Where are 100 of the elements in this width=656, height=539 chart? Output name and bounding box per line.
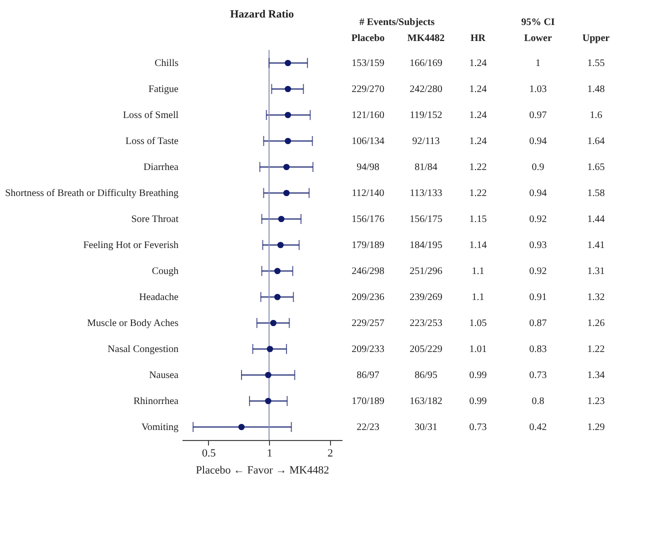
data-label: 1.05	[469, 318, 487, 329]
x-tick-label: 2	[328, 448, 334, 460]
text: 0.93	[529, 240, 547, 251]
text: 0.87	[529, 318, 547, 329]
point	[277, 242, 284, 248]
text: Upper	[582, 33, 610, 44]
text: 170/189	[352, 396, 384, 407]
text: 92/113	[412, 136, 440, 147]
text: 0.92	[529, 214, 547, 225]
text: 0.42	[529, 422, 547, 433]
point	[283, 190, 290, 196]
y-tick-label: Sore Throat	[131, 214, 179, 225]
text: 1.32	[587, 292, 605, 303]
data-label: 1.22	[469, 188, 487, 199]
text: 223/253	[410, 318, 442, 329]
text: 1.44	[587, 214, 605, 225]
text: 1.65	[587, 162, 605, 173]
text: 94/98	[356, 162, 380, 173]
text: 86/95	[414, 370, 438, 381]
data-label: 1.24	[469, 58, 487, 69]
text: 22/23	[356, 422, 380, 433]
point	[278, 216, 284, 222]
text: 119/152	[410, 110, 442, 121]
point	[274, 294, 281, 300]
text: # Events/Subjects	[359, 17, 435, 28]
text: 1.55	[587, 58, 605, 69]
point	[265, 398, 272, 404]
text: Lower	[524, 33, 552, 44]
data-label: 1.1	[472, 292, 484, 303]
text: 113/133	[410, 188, 442, 199]
text: 0.73	[529, 370, 547, 381]
data-label: 0.73	[469, 422, 487, 433]
text: 239/269	[410, 292, 442, 303]
data-label: 1.1	[472, 266, 484, 277]
text: 153/159	[352, 58, 384, 69]
text: 0.94	[529, 136, 547, 147]
x-tick-label: 1	[266, 448, 272, 460]
text: 0.8	[532, 396, 544, 407]
point	[284, 60, 292, 66]
text: 1.23	[587, 396, 605, 407]
y-tick-label: Headache	[139, 292, 180, 303]
data-label: 1.22	[469, 162, 487, 173]
data-label: 0.99	[469, 396, 487, 407]
text: HR	[470, 33, 486, 44]
text: 1.48	[587, 84, 605, 95]
y-tick-label: Nasal Congestion	[108, 344, 178, 355]
point	[283, 164, 290, 170]
text: 166/169	[410, 58, 442, 69]
text: MK4482	[407, 33, 445, 44]
y-tick-label: Rhinorrhea	[134, 396, 180, 407]
point	[270, 320, 276, 326]
point	[265, 372, 272, 378]
y-tick-label: Chills	[154, 58, 179, 69]
text: 229/257	[352, 318, 384, 329]
text: 1	[536, 58, 540, 69]
text: 1.6	[590, 110, 602, 121]
text: 163/182	[410, 396, 442, 407]
text: 242/280	[410, 84, 442, 95]
y-tick-label: Vomiting	[141, 422, 178, 433]
data-label: 1.01	[469, 344, 487, 355]
y-tick-label: Feeling Hot or Feverish	[83, 240, 178, 251]
text: 246/298	[352, 266, 384, 277]
text: 251/296	[410, 266, 442, 277]
point	[284, 138, 292, 144]
y-tick-label: Nausea	[149, 370, 180, 381]
x-axis-title: Placebo ← Favor → MK4482	[196, 464, 330, 476]
text: 209/233	[352, 344, 384, 355]
point	[284, 112, 292, 118]
text: 1.03	[529, 84, 547, 95]
data-label: 1.24	[469, 136, 487, 147]
data-label: 0.99	[469, 370, 487, 381]
text: 1.26	[587, 318, 605, 329]
x-tick-label: 0.5	[202, 448, 216, 460]
y-tick-label: Muscle or Body Aches	[87, 318, 179, 329]
text: 1.34	[587, 370, 605, 381]
text: 30/31	[414, 422, 438, 433]
text: 184/195	[410, 240, 442, 251]
text: 86/97	[356, 370, 380, 381]
y-tick-label: Loss of Taste	[126, 136, 180, 147]
text: 112/140	[352, 188, 384, 199]
chart-title: Hazard Ratio	[230, 8, 294, 20]
text: 121/160	[352, 110, 384, 121]
text: 106/134	[352, 136, 384, 147]
text: 81/84	[414, 162, 438, 173]
point	[274, 268, 281, 274]
text: 1.31	[587, 266, 605, 277]
text: 156/176	[352, 214, 384, 225]
text: 205/229	[410, 344, 442, 355]
text: 1.29	[587, 422, 605, 433]
text: Placebo	[351, 33, 385, 44]
text: 1.64	[587, 136, 605, 147]
data-label: 1.24	[469, 110, 487, 121]
text: 179/189	[352, 240, 384, 251]
point	[284, 86, 292, 92]
y-tick-label: Loss of Smell	[122, 110, 179, 121]
point	[266, 346, 274, 352]
text: 0.91	[529, 292, 547, 303]
y-tick-label: Diarrhea	[144, 162, 180, 173]
text: 209/236	[352, 292, 384, 303]
data-label: 1.14	[469, 240, 487, 251]
